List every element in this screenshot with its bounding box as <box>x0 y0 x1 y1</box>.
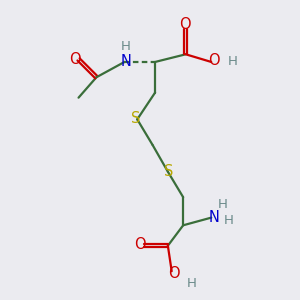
Text: O: O <box>69 52 80 67</box>
Text: O: O <box>208 53 220 68</box>
Text: S: S <box>131 111 141 126</box>
Text: H: H <box>121 40 131 53</box>
Text: S: S <box>164 164 174 179</box>
Text: N: N <box>208 210 219 225</box>
Text: H: H <box>228 56 238 68</box>
Text: H: H <box>218 198 228 212</box>
Text: O: O <box>168 266 180 281</box>
Text: H: H <box>224 214 234 227</box>
Text: O: O <box>178 17 190 32</box>
Text: N: N <box>120 54 131 69</box>
Text: O: O <box>134 237 146 252</box>
Text: H: H <box>187 278 197 290</box>
